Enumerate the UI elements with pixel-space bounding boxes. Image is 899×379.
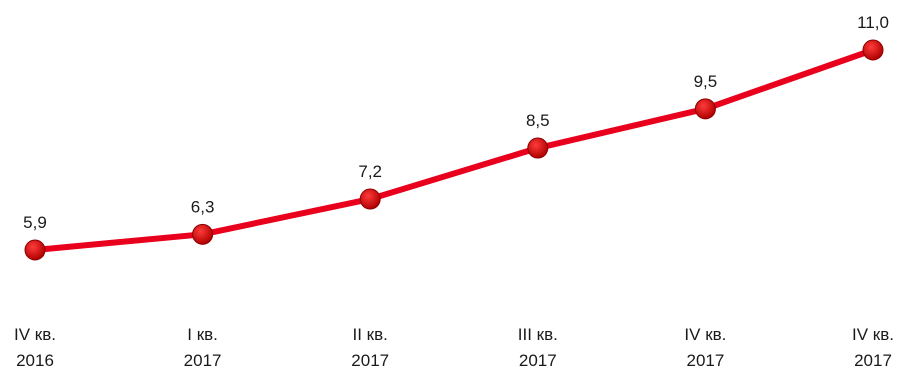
data-point-marker — [359, 188, 381, 210]
x-tick-label: II кв. 2017 — [351, 325, 389, 370]
x-tick-label: IV кв. 2017 — [684, 325, 726, 370]
data-point-marker — [527, 137, 549, 159]
data-point-marker — [694, 98, 716, 120]
x-tick-label: IV кв. 2017 — [852, 325, 894, 370]
x-tick-year: 2017 — [351, 351, 389, 370]
data-label: 8,5 — [526, 111, 550, 130]
x-tick-quarter: I кв. — [187, 325, 218, 344]
x-tick-quarter: II кв. — [353, 325, 388, 344]
x-tick-quarter: IV кв. — [14, 325, 56, 344]
data-label: 11,0 — [857, 13, 889, 32]
data-label: 7,2 — [358, 162, 382, 181]
x-tick-quarter: IV кв. — [852, 325, 894, 344]
x-tick-label: IV кв. 2016 — [14, 325, 56, 370]
data-point-marker — [862, 39, 884, 61]
x-tick-year: 2016 — [16, 351, 54, 370]
data-point-marker — [24, 239, 46, 261]
x-tick-year: 2017 — [519, 351, 557, 370]
x-tick-year: 2017 — [184, 351, 222, 370]
x-tick-quarter: IV кв. — [684, 325, 726, 344]
x-tick-year: 2017 — [854, 351, 892, 370]
x-tick-label: III кв. 2017 — [518, 325, 558, 370]
x-tick-year: 2017 — [686, 351, 724, 370]
data-label: 9,5 — [694, 72, 718, 91]
series-line — [32, 47, 876, 253]
data-point-marker — [192, 223, 214, 245]
data-label: 5,9 — [23, 213, 47, 232]
series-layer — [24, 39, 884, 261]
data-label: 6,3 — [191, 197, 215, 216]
x-tick-label: I кв. 2017 — [184, 325, 222, 370]
x-axis-tick-labels: IV кв. 2016 I кв. 2017 II кв. 2017 III кв. 2017… — [14, 325, 894, 370]
x-tick-quarter: III кв. — [518, 325, 558, 344]
data-labels-layer: 5,9 6,3 7,2 8,5 9,5 11,0 — [23, 13, 889, 232]
